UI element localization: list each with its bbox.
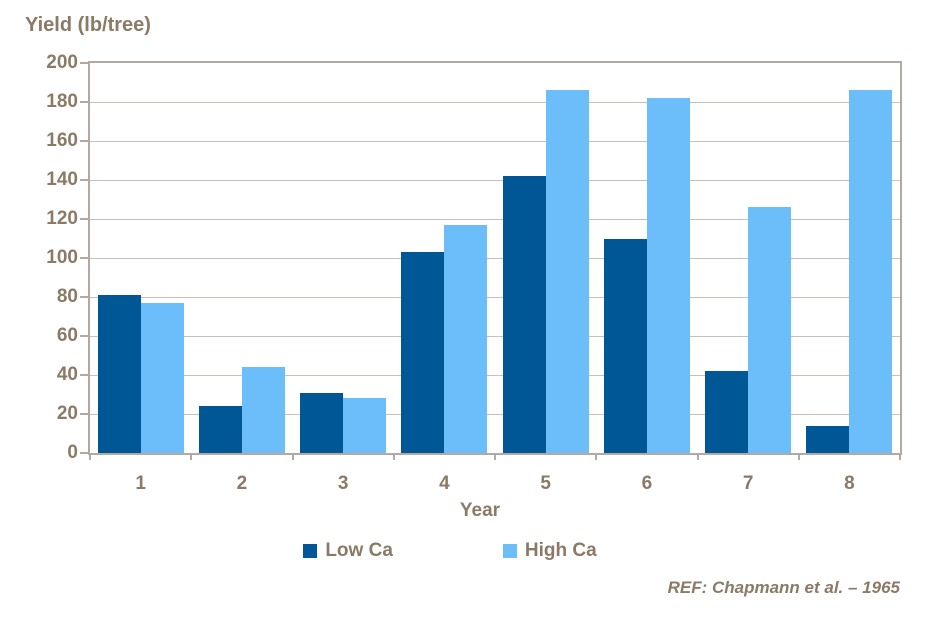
bar-high-ca-year-3 xyxy=(343,398,387,453)
gridline-y-20 xyxy=(90,414,900,415)
x-tick-label-1: 1 xyxy=(135,473,146,494)
bar-low-ca-year-7 xyxy=(705,371,749,453)
reference-citation: REF: Chapmann et al. – 1965 xyxy=(667,578,900,597)
y-tick-label-200: 200 xyxy=(46,52,78,73)
bar-group-year-1 xyxy=(90,63,191,453)
gridline-y-100 xyxy=(90,258,900,259)
y-tick-mark-200 xyxy=(80,62,88,64)
x-tick-label-3: 3 xyxy=(337,473,349,494)
bar-group-year-3 xyxy=(293,63,394,453)
x-tick-mark-0 xyxy=(89,453,91,460)
y-tick-label-60: 60 xyxy=(56,325,78,346)
gridline-y-160 xyxy=(90,141,900,142)
legend: Low Ca High Ca xyxy=(0,540,900,562)
x-axis-title: Year xyxy=(459,500,501,521)
y-tick-label-180: 180 xyxy=(46,91,78,112)
bar-low-ca-year-2 xyxy=(198,406,242,453)
bar-group-year-7 xyxy=(698,63,799,453)
y-tick-label-120: 120 xyxy=(46,208,78,229)
x-tick-label-6: 6 xyxy=(641,473,653,494)
gridline-y-120 xyxy=(90,219,900,220)
x-tick-mark-1 xyxy=(190,453,193,460)
y-tick-mark-120 xyxy=(80,218,88,220)
legend-item-high-ca: High Ca xyxy=(502,540,597,562)
x-tick-mark-5 xyxy=(595,453,598,460)
bar-high-ca-year-5 xyxy=(545,90,589,453)
y-tick-mark-60 xyxy=(80,335,88,337)
bar-high-ca-year-1 xyxy=(140,302,184,453)
bar-group-year-2 xyxy=(191,63,292,453)
x-tick-mark-6 xyxy=(696,453,699,460)
y-tick-label-20: 20 xyxy=(56,403,78,424)
x-tick-mark-4 xyxy=(494,453,496,460)
x-tick-label-2: 2 xyxy=(236,473,248,494)
bar-low-ca-year-6 xyxy=(603,238,647,453)
x-tick-label-7: 7 xyxy=(742,473,754,494)
y-tick-mark-180 xyxy=(80,101,88,103)
bar-low-ca-year-1 xyxy=(97,295,141,453)
gridline-y-180 xyxy=(90,102,900,103)
bar-group-year-5 xyxy=(495,63,596,453)
y-tick-mark-40 xyxy=(80,374,88,376)
y-tick-label-0: 0 xyxy=(67,442,78,463)
bar-group-year-6 xyxy=(596,63,697,453)
x-tick-label-4: 4 xyxy=(439,473,450,494)
x-tick-label-5: 5 xyxy=(540,473,551,494)
chart-title: Yield (lb/tree) xyxy=(25,14,151,36)
bar-group-year-8 xyxy=(799,63,900,453)
y-tick-mark-0 xyxy=(80,452,88,454)
y-tick-mark-160 xyxy=(80,140,88,142)
bar-high-ca-year-8 xyxy=(849,90,893,453)
y-tick-mark-20 xyxy=(80,413,88,415)
bar-low-ca-year-3 xyxy=(300,392,344,453)
legend-swatch-low-ca xyxy=(303,544,318,558)
gridline-y-40 xyxy=(90,375,900,376)
legend-label-low-ca: Low Ca xyxy=(325,540,393,561)
x-tick-mark-3 xyxy=(392,453,395,460)
bar-low-ca-year-5 xyxy=(502,176,546,453)
y-tick-label-40: 40 xyxy=(56,364,78,385)
y-tick-mark-140 xyxy=(80,179,88,181)
gridline-y-140 xyxy=(90,180,900,181)
plot-area xyxy=(88,61,902,455)
gridline-y-80 xyxy=(90,297,900,298)
x-tick-mark-8 xyxy=(899,453,901,460)
bar-high-ca-year-4 xyxy=(444,224,488,453)
bar-high-ca-year-6 xyxy=(646,98,690,453)
bar-high-ca-year-7 xyxy=(748,207,792,453)
bar-low-ca-year-4 xyxy=(401,252,445,453)
legend-swatch-high-ca xyxy=(502,544,517,558)
y-tick-mark-100 xyxy=(80,257,88,259)
legend-label-high-ca: High Ca xyxy=(524,540,597,561)
gridline-y-60 xyxy=(90,336,900,337)
y-tick-mark-80 xyxy=(80,296,88,298)
y-tick-label-100: 100 xyxy=(46,247,78,268)
y-tick-label-140: 140 xyxy=(46,169,78,190)
y-tick-label-160: 160 xyxy=(46,130,78,151)
bar-series-container xyxy=(90,63,900,453)
x-tick-label-8: 8 xyxy=(844,473,855,494)
bar-group-year-4 xyxy=(394,63,495,453)
bar-low-ca-year-8 xyxy=(806,425,850,453)
x-tick-mark-7 xyxy=(797,453,800,460)
y-tick-label-80: 80 xyxy=(56,286,78,307)
x-tick-mark-2 xyxy=(291,453,294,460)
legend-item-low-ca: Low Ca xyxy=(303,540,393,562)
bar-high-ca-year-2 xyxy=(241,367,285,453)
x-axis-tick-labels: 1 2 3 4 5 6 7 8 xyxy=(90,473,900,495)
